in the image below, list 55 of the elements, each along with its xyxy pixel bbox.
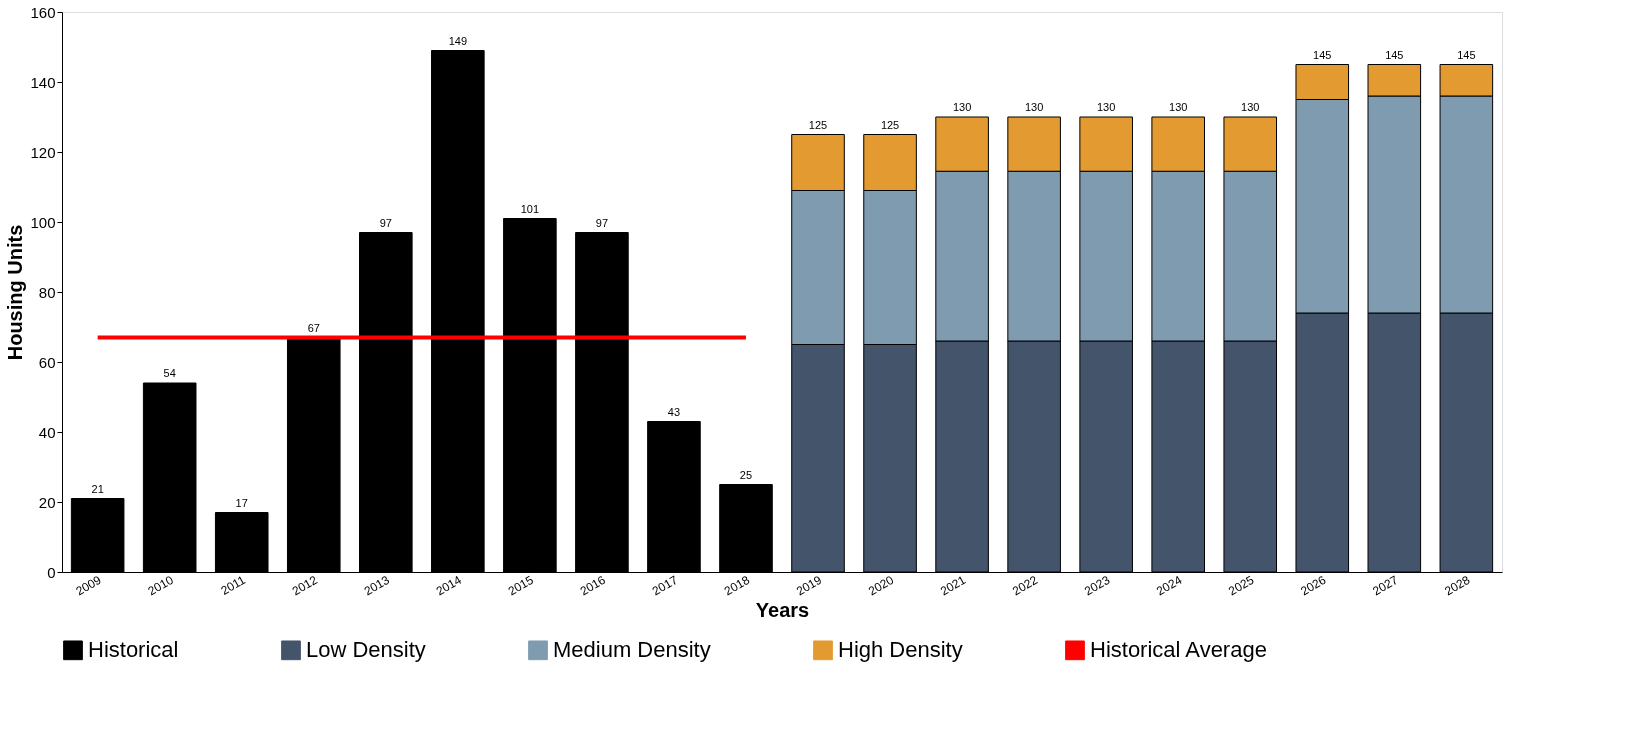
total-label: 145 xyxy=(1457,48,1476,61)
total-label: 130 xyxy=(1169,101,1188,113)
total-label: 125 xyxy=(880,118,900,131)
legend-label: Medium Density xyxy=(553,637,711,663)
data-label: 101 xyxy=(520,202,540,215)
legend-label: High Density xyxy=(838,637,963,663)
data-label: 67 xyxy=(307,321,320,334)
x-tick-label: 2022 xyxy=(1010,572,1041,599)
x-tick-label: 2020 xyxy=(865,572,897,599)
y-axis-title: Housing Units xyxy=(4,224,27,361)
total-label: 130 xyxy=(1024,101,1044,113)
x-tick-label: 2027 xyxy=(1370,572,1401,599)
y-tick-label: 100 xyxy=(30,213,56,231)
x-tick-label: 2026 xyxy=(1298,572,1329,599)
y-tick-label: 60 xyxy=(38,353,56,371)
legend-label: Low Density xyxy=(306,637,426,663)
x-tick-label: 2023 xyxy=(1082,572,1113,599)
x-tick-label: 2025 xyxy=(1226,572,1257,599)
y-tick-label: 20 xyxy=(38,493,56,511)
y-tick-label: 0 xyxy=(47,563,56,581)
data-label: 97 xyxy=(595,216,609,229)
x-tick-label: 2012 xyxy=(289,572,321,599)
total-label: 145 xyxy=(1385,48,1404,61)
legend-label: Historical xyxy=(88,637,179,663)
y-tick-label: 80 xyxy=(38,283,56,301)
data-label: 25 xyxy=(739,468,753,481)
x-tick-label: 2016 xyxy=(577,572,609,599)
x-tick-label: 2010 xyxy=(145,572,176,599)
x-tick-label: 2018 xyxy=(721,572,753,599)
data-label: 21 xyxy=(91,482,104,495)
y-tick-label: 120 xyxy=(30,143,56,161)
x-tick-label: 2021 xyxy=(937,572,969,599)
data-label: 149 xyxy=(448,34,468,47)
total-label: 130 xyxy=(952,101,972,113)
x-tick-label: 2013 xyxy=(361,572,393,599)
x-tick-label: 2011 xyxy=(218,572,249,598)
x-tick-label: 2009 xyxy=(73,572,104,599)
total-label: 130 xyxy=(1096,101,1116,113)
x-tick-label: 2015 xyxy=(505,572,537,599)
x-tick-label: 2019 xyxy=(793,572,825,599)
x-axis-title: Years xyxy=(755,599,810,622)
data-label: 97 xyxy=(379,216,392,229)
total-label: 130 xyxy=(1241,101,1260,113)
total-label: 125 xyxy=(808,118,828,131)
y-tick-label: 140 xyxy=(30,73,56,91)
x-tick-label: 2014 xyxy=(433,572,465,599)
x-tick-label: 2024 xyxy=(1154,572,1185,599)
data-label: 43 xyxy=(667,405,681,418)
data-label: 17 xyxy=(235,496,248,509)
legend-label: Historical Average xyxy=(1090,637,1267,663)
y-tick-label: 160 xyxy=(30,3,56,21)
y-tick-label: 40 xyxy=(38,423,56,441)
x-tick-label: 2028 xyxy=(1442,572,1473,599)
total-label: 145 xyxy=(1313,48,1332,61)
data-label: 54 xyxy=(163,367,176,379)
